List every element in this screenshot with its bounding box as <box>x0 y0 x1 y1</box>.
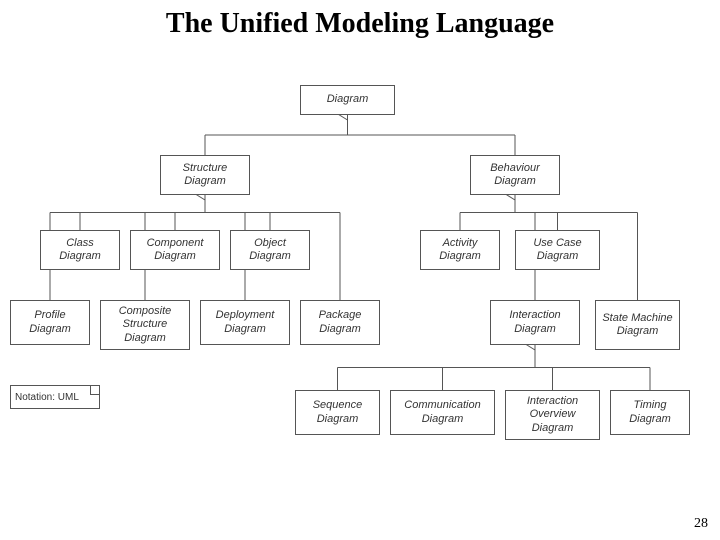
node-deployment: Deployment Diagram <box>200 300 290 345</box>
node-usecase: Use Case Diagram <box>515 230 600 270</box>
node-activity: Activity Diagram <box>420 230 500 270</box>
node-component: Component Diagram <box>130 230 220 270</box>
node-interactionoverview: Interaction Overview Diagram <box>505 390 600 440</box>
node-interaction: Interaction Diagram <box>490 300 580 345</box>
node-communication: Communication Diagram <box>390 390 495 435</box>
page-title: The Unified Modeling Language <box>0 8 720 40</box>
diagram-edges <box>0 0 720 540</box>
node-structure: Structure Diagram <box>160 155 250 195</box>
node-behaviour: Behaviour Diagram <box>470 155 560 195</box>
node-class: Class Diagram <box>40 230 120 270</box>
notation-note-text: Notation: UML <box>15 392 79 403</box>
node-object: Object Diagram <box>230 230 310 270</box>
node-package: Package Diagram <box>300 300 380 345</box>
notation-note: Notation: UML <box>10 385 100 409</box>
node-profile: Profile Diagram <box>10 300 90 345</box>
node-diagram: Diagram <box>300 85 395 115</box>
node-timing: Timing Diagram <box>610 390 690 435</box>
page-number: 28 <box>694 516 708 532</box>
node-sequence: Sequence Diagram <box>295 390 380 435</box>
node-statemachine: State Machine Diagram <box>595 300 680 350</box>
node-composite: Composite Structure Diagram <box>100 300 190 350</box>
